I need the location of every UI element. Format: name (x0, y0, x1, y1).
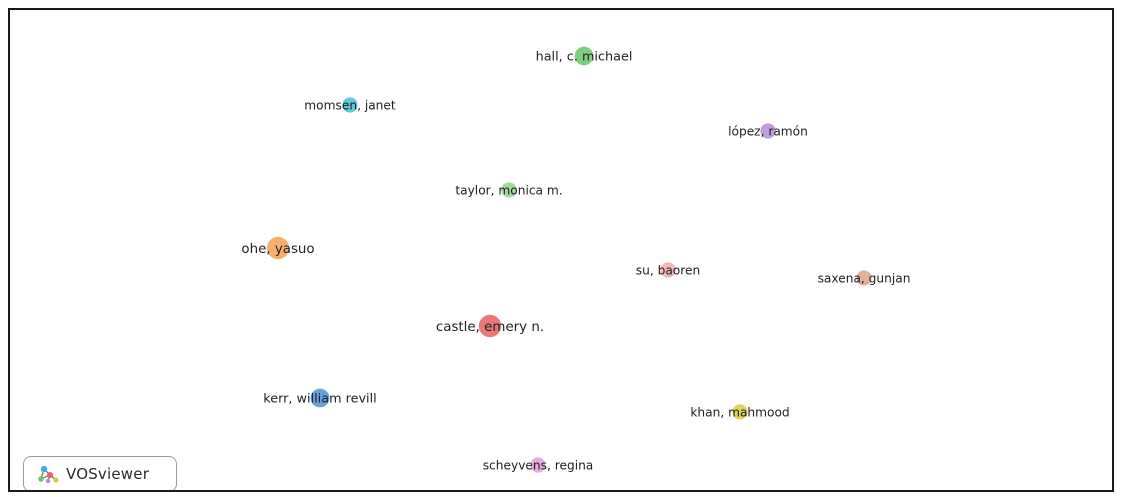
author-node-label: kerr, william revill (263, 392, 376, 407)
author-node-circle[interactable] (266, 236, 290, 260)
author-node-circle[interactable] (732, 404, 748, 420)
vosviewer-logo-icon (38, 465, 59, 484)
author-node-circle[interactable] (310, 388, 330, 408)
author-node-saxena-gunjan[interactable]: saxena, gunjan (818, 270, 911, 286)
author-node-momsen-janet[interactable]: momsen, janet (304, 97, 396, 113)
author-node-ohe-yasuo[interactable]: ohe, yasuo (241, 236, 315, 260)
author-node-circle[interactable] (478, 314, 502, 338)
author-node-circle[interactable] (856, 270, 872, 286)
author-node-circle[interactable] (760, 123, 776, 139)
author-node-taylor-monica-m[interactable]: taylor, monica m. (455, 182, 563, 198)
author-node-circle[interactable] (342, 97, 358, 113)
author-node-castle-emery-n[interactable]: castle, emery n. (436, 314, 544, 338)
author-node-label: castle, emery n. (436, 320, 544, 335)
author-node-label: momsen, janet (304, 99, 396, 113)
author-node-label: hall, c. michael (536, 50, 633, 65)
author-node-khan-mahmood[interactable]: khan, mahmood (690, 404, 790, 420)
author-node-label: taylor, monica m. (455, 184, 562, 198)
author-node-scheyvens-regina[interactable]: scheyvens, regina (483, 457, 594, 473)
author-node-label: lópez, ramón (728, 125, 808, 139)
author-node-label: ohe, yasuo (241, 242, 314, 257)
network-visualization-frame: hall, c. michael momsen, janet lópez, ramó… (8, 8, 1114, 492)
author-node-l-pez-ram-n[interactable]: lópez, ramón (728, 123, 808, 139)
vosviewer-badge-label: VOSviewer (66, 465, 150, 483)
author-node-hall-c-michael[interactable]: hall, c. michael (536, 46, 633, 66)
author-node-su-baoren[interactable]: su, baoren (636, 262, 700, 278)
author-node-label: khan, mahmood (690, 406, 789, 420)
author-node-label: scheyvens, regina (483, 459, 594, 473)
vosviewer-badge[interactable]: VOSviewer (23, 456, 177, 490)
author-node-circle[interactable] (501, 182, 517, 198)
network-map[interactable]: hall, c. michael momsen, janet lópez, ramó… (10, 10, 1112, 490)
author-node-label: saxena, gunjan (818, 272, 911, 286)
author-node-circle[interactable] (660, 262, 676, 278)
author-node-circle[interactable] (574, 46, 594, 66)
author-node-label: su, baoren (636, 264, 700, 278)
author-node-kerr-william-revill[interactable]: kerr, william revill (263, 388, 377, 408)
author-node-circle[interactable] (530, 457, 546, 473)
